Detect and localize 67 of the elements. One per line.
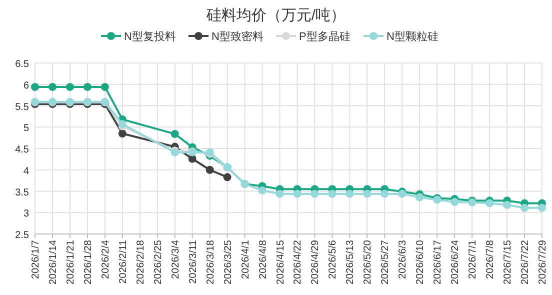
x-tick-label: 2026/7/8 (485, 240, 496, 279)
x-tick-label: 2026/6/17 (432, 240, 444, 284)
point (380, 190, 389, 198)
x-tick-label: 2026/3/4 (170, 240, 182, 279)
x-tick-label: 2026/3/11 (188, 240, 199, 284)
x-tick-label: 2026/4/29 (310, 240, 322, 284)
y-tick-label: 4 (23, 166, 30, 177)
point (66, 82, 74, 91)
point (170, 130, 179, 138)
x-tick-label: 2026/5/13 (345, 240, 356, 284)
x-tick-label: 2026/5/20 (362, 240, 374, 284)
y-tick-label: 3.5 (15, 187, 30, 198)
x-tick-label: 2026/7/22 (520, 240, 532, 284)
x-tick-label: 2026/1/21 (65, 240, 76, 284)
point (520, 204, 529, 212)
x-tick-label: 2026/4/15 (275, 240, 286, 284)
point (310, 190, 319, 198)
y-tick-label: 5.5 (15, 102, 30, 113)
x-tick-label: 2026/4/1 (240, 240, 252, 279)
x-tick-label: 2026/2/11 (118, 240, 129, 284)
y-tick-label: 5 (23, 123, 30, 134)
point (276, 190, 284, 198)
x-tick-label: 2026/2/4 (100, 240, 112, 279)
x-tick-label: 2026/5/6 (328, 240, 339, 279)
point (346, 190, 354, 198)
point (450, 198, 459, 206)
y-tick-label: 6 (23, 80, 30, 92)
x-tick-label: 2026/6/3 (398, 240, 409, 279)
x-tick-label: 2026/2/25 (152, 240, 164, 284)
x-tick-label: 2026/6/24 (450, 240, 462, 284)
legend-label: P型多晶硅 (299, 30, 350, 43)
x-tick-label: 2026/4/22 (292, 240, 304, 284)
point (328, 190, 336, 198)
x-tick-label: 2026/6/10 (415, 240, 426, 284)
x-tick-label: 2026/7/29 (538, 240, 548, 284)
x-tick-label: 2026/7/15 (502, 240, 514, 284)
y-tick-label: 4.5 (15, 144, 30, 156)
legend-label: N型复投料 (124, 30, 176, 43)
point (486, 199, 494, 208)
legend-label: N型颗粒硅 (386, 30, 438, 43)
point (416, 193, 424, 202)
legend-label: N型致密料 (212, 30, 264, 43)
x-tick-label: 2026/5/27 (380, 240, 392, 284)
point (538, 204, 546, 212)
point (206, 166, 214, 174)
point (258, 186, 266, 194)
x-tick-label: 2026/1/7 (30, 240, 42, 279)
x-tick-label: 2026/2/18 (135, 240, 146, 284)
chart-title: 硅料均价（万元/吨） (205, 7, 346, 24)
x-tick-label: 2026/1/14 (48, 240, 59, 284)
y-tick-label: 3 (23, 208, 30, 220)
point (31, 82, 39, 91)
point (223, 173, 232, 182)
point (503, 200, 512, 209)
point (293, 190, 302, 198)
x-tick-label: 2026/4/8 (258, 240, 269, 279)
x-tick-label: 2026/1/28 (82, 240, 94, 284)
x-tick-label: 2026/3/25 (222, 240, 234, 284)
y-tick-label: 2.5 (15, 230, 30, 241)
point (118, 130, 126, 138)
point (100, 82, 109, 91)
point (363, 190, 372, 198)
x-tick-label: 2026/7/1 (468, 240, 479, 279)
point (48, 82, 56, 91)
x-tick-label: 2026/3/18 (205, 240, 216, 284)
point (83, 82, 92, 91)
y-tick-label: 6.5 (15, 59, 30, 70)
